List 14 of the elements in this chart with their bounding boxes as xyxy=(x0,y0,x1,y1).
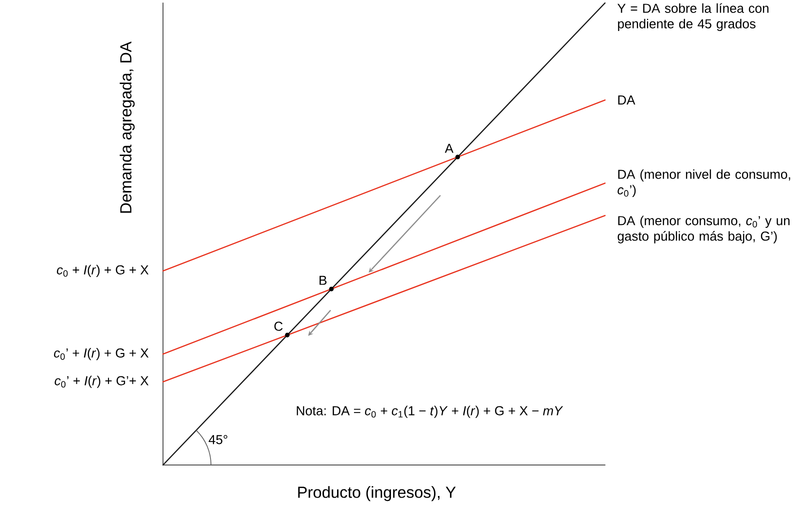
annotation: c$_{0}$ + I(r) + G + X xyxy=(56,264,149,278)
x-axis-title: Producto (ingresos), Y xyxy=(298,486,456,502)
annotation: c$_{0}$’ + I(r) + G + X xyxy=(54,348,149,360)
annotation: 45° xyxy=(208,434,228,444)
annotation: B xyxy=(320,276,327,285)
series-label: DA (menor consumo, c$_{0}$’ y un gasto público más bajo, G’) xyxy=(618,216,790,244)
series-label: DA xyxy=(618,96,636,104)
series-label: DA (menor nivel de consumo, c$_{0}$’) xyxy=(618,169,790,197)
annotation: A xyxy=(444,144,454,153)
text: Nota: DA = c$_{0}$ + c$_{1}$(1 − t)Y + I(r) + G + X − mY xyxy=(296,406,564,418)
annotation: c$_{0}$’ + I(r) + G’+ X xyxy=(54,376,149,388)
y-axis-title: Demanda agregada, DA xyxy=(120,42,135,213)
annotation: C xyxy=(274,322,283,331)
series-label: Y = DA sobre la línea con pendiente de 45 grados xyxy=(617,3,768,31)
